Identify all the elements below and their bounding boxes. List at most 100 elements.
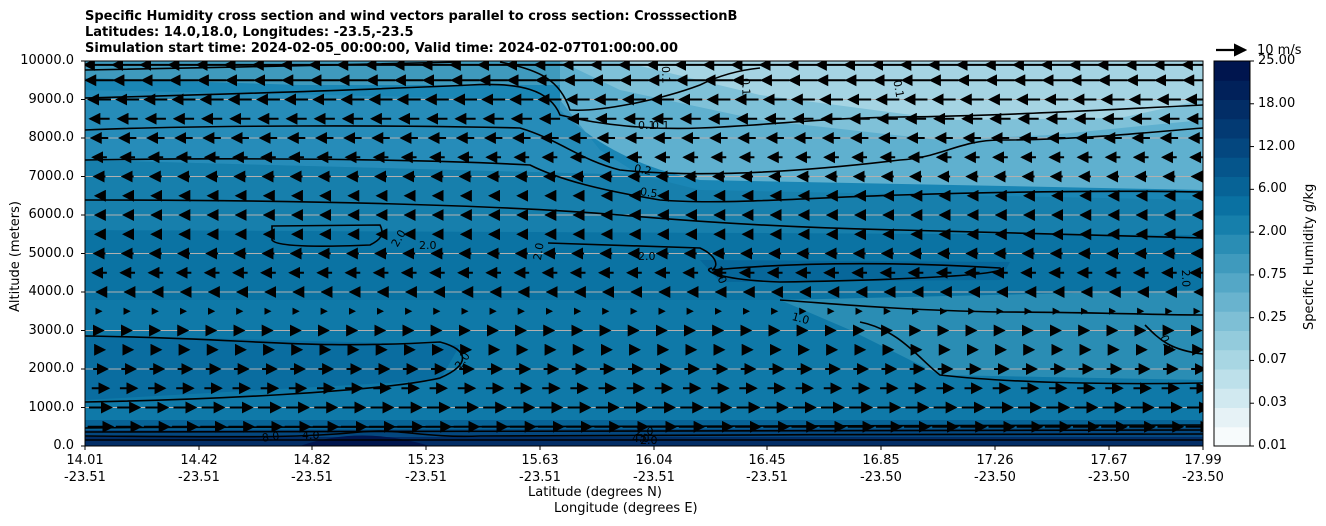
y-tick-label: 10000.0 [20,53,74,68]
contour-label: 2.0 [711,265,729,286]
x-tick-lon: -23.51 [519,470,561,485]
contour-label: 4.0 [632,432,650,445]
y-tick-label: 5000.0 [28,245,75,261]
colorbar-swatch [1214,426,1250,447]
contour-label: 0.1 [890,79,906,98]
x-axis-label-latitude: Latitude (degrees N) [528,485,662,500]
x-tick-lat: 16.45 [748,453,786,468]
colorbar-tick-label: 6.00 [1258,181,1287,197]
x-tick-lon: -23.51 [178,470,220,485]
y-tick-label: 9000.0 [28,91,75,107]
colorbar-swatch [1214,176,1250,197]
x-tick-lon: -23.51 [633,470,675,485]
x-tick-lat: 17.67 [1090,453,1128,468]
contour-label: 0.5 [1157,333,1175,354]
contour-label: 2.0 [419,239,437,252]
x-tick-lat: 16.04 [635,453,673,468]
x-tick-lon: -23.51 [291,470,333,485]
contour-label: 1.0 [790,310,810,327]
x-tick-lat: 17.26 [976,453,1014,468]
colorbar-swatch [1214,215,1250,235]
colorbar-swatch [1214,253,1250,274]
colorbar-swatch [1214,99,1250,120]
y-tick-label: 2000.0 [28,361,75,376]
x-tick-label: 17.67 -23.50 [1069,452,1149,486]
colorbar-swatch [1214,292,1250,312]
contour-label: 0.5 [639,185,658,200]
contour-label: 0.1 [652,119,670,132]
x-tick-lon: -23.50 [860,470,902,485]
colorbar-swatch [1214,311,1250,331]
y-axis-label: Altitude (meters) [8,201,23,312]
colorbar-swatch [1214,388,1250,408]
colorbar-swatch [1214,61,1250,81]
wind-vectors [85,61,1203,433]
y-tick-label: 0.0 [53,438,74,453]
contour-label: 2.0 [1179,269,1193,287]
colorbar-tick-label: 25.00 [1258,53,1296,68]
x-tick-lat: 16.85 [862,453,900,468]
colorbar-tick-label: 0.25 [1258,309,1287,325]
contour-label: 2.0 [640,434,658,447]
x-tick-lat: 14.42 [180,453,218,468]
colorbar-swatch [1214,118,1250,139]
x-axis-label-longitude: Longitude (degrees E) [554,501,698,516]
wind-reference-label: 10 m/s [1257,43,1302,58]
x-tick-label: 14.01 -23.51 [45,452,125,486]
colorbar-tick-label: 18.00 [1258,95,1296,111]
x-tick-label: 14.42 -23.51 [159,452,239,486]
x-tick-lon: -23.50 [1182,470,1224,485]
x-tick-label: 16.45 -23.51 [727,452,807,486]
colorbar-swatch [1214,369,1250,389]
colorbar-tick-label: 0.03 [1258,395,1287,411]
contour-label-group: 0.1 0.1 0.1 0.1 0.1 0.2 0.5 2.0 2.0 2.0 … [261,66,1192,447]
colorbar-tick-label: 0.75 [1258,266,1287,282]
colorbar-swatch [1214,80,1250,100]
x-tick-lon: -23.50 [974,470,1016,485]
x-tick-label: 14.82 -23.51 [272,452,352,486]
colorbar-tick-label: 12.00 [1258,138,1296,154]
x-tick-label: 15.63 -23.51 [500,452,580,486]
colorbar-tick-label: 2.00 [1258,224,1287,240]
x-tick-lat: 15.63 [521,453,559,468]
y-tick-label: 6000.0 [28,207,75,222]
y-tick-marks [81,60,85,447]
contour-label: 0.1 [638,119,656,132]
x-tick-label: 15.23 -23.51 [386,452,466,486]
x-tick-label: 17.99 -23.50 [1163,452,1243,486]
x-tick-lon: -23.50 [1088,470,1130,485]
x-tick-lat: 14.01 [66,453,104,468]
colorbar-tick-label: 0.01 [1258,438,1287,453]
contour-label: 0.1 [659,66,673,84]
colorbar-swatch [1214,234,1250,254]
x-tick-marks [84,446,1204,450]
colorbar-swatch [1214,195,1250,216]
y-tick-label: 3000.0 [28,322,75,338]
contour-label: 2.0 [531,242,547,261]
chart-title-line-1: Specific Humidity cross section and wind… [85,9,738,24]
contour-label: 2.0 [636,425,654,438]
y-tick-label: 4000.0 [28,284,75,299]
y-tick-label: 7000.0 [28,168,75,184]
contour-label: 0.1 [739,78,753,96]
x-tick-label: 16.04 -23.51 [614,452,694,486]
contour-label: 4.0 [302,429,320,442]
chart-title-line-3: Simulation start time: 2024-02-05_00:00:… [85,41,678,56]
colorbar-tick-label: 0.07 [1258,352,1287,368]
x-tick-lon: -23.51 [64,470,106,485]
x-tick-lon: -23.51 [746,470,788,485]
colorbar-swatch [1214,349,1250,370]
y-tick-label: 8000.0 [28,130,75,145]
contour-label: 2.0 [638,250,656,263]
colorbar [1213,60,1254,447]
colorbar-frame [1213,60,1251,447]
x-tick-lat: 14.82 [293,453,331,468]
contour-label: 8.0 [261,429,280,444]
colorbar-swatch [1214,272,1250,293]
colorbar-swatch [1214,138,1250,158]
x-tick-label: 16.85 -23.50 [841,452,921,486]
x-tick-lat: 17.99 [1184,453,1222,468]
colorbar-swatch [1214,157,1250,177]
x-tick-label: 17.26 -23.50 [955,452,1035,486]
